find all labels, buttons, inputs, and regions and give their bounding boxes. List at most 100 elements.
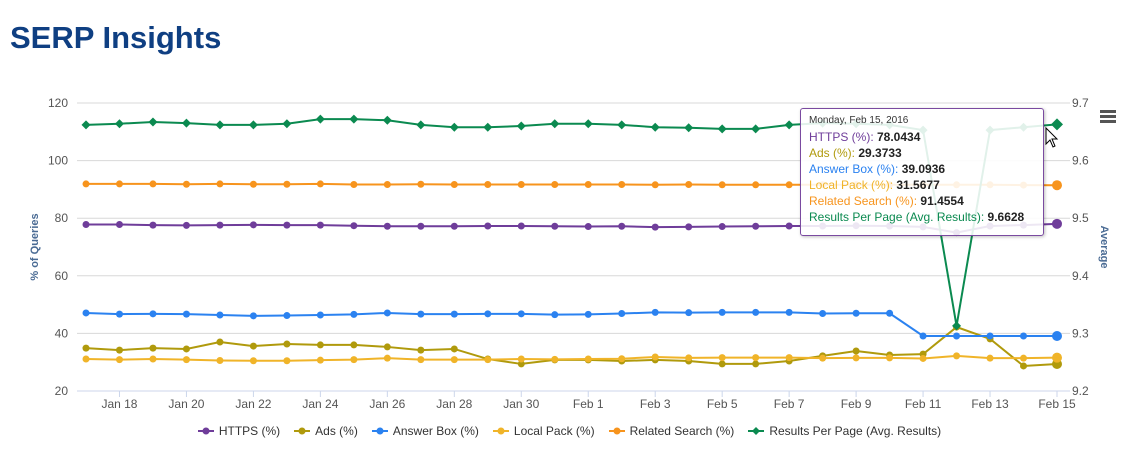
x-tick-label: Feb 11 (905, 397, 942, 411)
data-point (752, 354, 760, 362)
data-point (752, 360, 760, 368)
legend-label: Local Pack (%) (513, 424, 595, 438)
data-point (551, 222, 559, 230)
legend-label: Ads (%) (315, 424, 358, 438)
y2-tick-label: 9.6 (1072, 154, 1089, 168)
data-point (149, 221, 157, 229)
data-point (1052, 331, 1062, 342)
x-tick-label: Feb 3 (640, 397, 671, 411)
legend-item[interactable]: HTTPS (%) (197, 424, 280, 438)
data-point (785, 308, 793, 316)
legend-item[interactable]: Results Per Page (Avg. Results) (748, 424, 941, 438)
x-tick-label: Jan 28 (436, 397, 472, 411)
data-point (618, 355, 626, 363)
series-line (85, 354, 1058, 362)
legend-marker-icon (492, 427, 509, 435)
chart-tooltip: Monday, Feb 15, 2016 HTTPS (%): 78.0434 A… (800, 108, 1044, 236)
data-point (249, 180, 257, 188)
data-point (583, 119, 593, 129)
data-point (517, 222, 525, 230)
data-point (383, 343, 391, 351)
data-point (282, 119, 292, 129)
data-point (584, 310, 592, 318)
data-point (718, 181, 726, 189)
y2-tick-label: 9.2 (1072, 384, 1089, 398)
data-point (249, 312, 257, 320)
data-point (1020, 332, 1028, 340)
data-point (82, 221, 90, 229)
legend-label: Related Search (%) (629, 424, 735, 438)
data-point (886, 354, 894, 362)
data-point (216, 338, 224, 346)
data-point (551, 311, 559, 319)
data-point (651, 223, 659, 231)
x-tick-label: Feb 9 (841, 397, 872, 411)
chart-legend: HTTPS (%) Ads (%) Answer Box (%) Local Pack… (0, 424, 1139, 438)
data-point (115, 310, 123, 318)
data-point (784, 120, 794, 130)
data-point (417, 356, 425, 364)
legend-marker-icon (608, 427, 625, 435)
x-tick-label: Jan 22 (235, 397, 271, 411)
x-tick-label: Jan 30 (503, 397, 539, 411)
data-point (752, 181, 760, 189)
data-point (819, 310, 827, 318)
tooltip-label: Results Per Page (Avg. Results): (809, 210, 988, 224)
page-title: SERP Insights (10, 20, 222, 55)
tooltip-row: Results Per Page (Avg. Results): 9.6628 (809, 209, 1035, 225)
data-point (216, 180, 224, 188)
data-point (181, 118, 191, 128)
data-point (383, 309, 391, 317)
tooltip-label: Answer Box (%): (809, 162, 902, 176)
y2-axis-title: Average (1098, 225, 1110, 268)
data-point (517, 360, 525, 368)
data-point (517, 310, 525, 318)
tooltip-row: Related Search (%): 91.4554 (809, 193, 1035, 209)
data-point (449, 122, 459, 132)
data-point (483, 122, 493, 132)
data-point (149, 310, 157, 318)
chart-menu-icon[interactable] (1100, 108, 1116, 125)
y-tick-label: 40 (55, 326, 69, 340)
data-point (450, 222, 458, 230)
legend-item[interactable]: Related Search (%) (608, 424, 735, 438)
data-point (685, 354, 693, 362)
data-point (450, 181, 458, 189)
legend-item[interactable]: Ads (%) (294, 424, 358, 438)
data-point (685, 181, 693, 189)
data-point (484, 181, 492, 189)
data-point (684, 123, 694, 133)
data-point (1020, 354, 1028, 362)
y-tick-label: 80 (55, 211, 69, 225)
data-point (350, 341, 358, 349)
tooltip-value: 78.0434 (877, 130, 921, 144)
data-point (584, 181, 592, 189)
data-point (350, 310, 358, 318)
data-point (450, 345, 458, 353)
data-point (685, 309, 693, 317)
y-tick-label: 60 (55, 269, 69, 283)
tooltip-row: Local Pack (%): 31.5677 (809, 177, 1035, 193)
tooltip-label: Local Pack (%): (809, 178, 897, 192)
data-point (551, 355, 559, 363)
data-point (752, 308, 760, 316)
legend-item[interactable]: Local Pack (%) (492, 424, 595, 438)
data-point (484, 222, 492, 230)
data-point (618, 310, 626, 318)
data-point (383, 181, 391, 189)
data-point (315, 114, 325, 124)
data-point (718, 308, 726, 316)
data-point (685, 223, 693, 231)
data-point (952, 321, 962, 331)
legend-item[interactable]: Answer Box (%) (371, 424, 479, 438)
data-point (82, 355, 90, 363)
data-point (82, 180, 90, 188)
data-point (149, 180, 157, 188)
data-point (886, 309, 894, 317)
data-point (986, 354, 994, 362)
data-point (215, 120, 225, 130)
tooltip-value: 31.5677 (896, 178, 940, 192)
data-point (182, 356, 190, 364)
data-point (115, 346, 123, 354)
